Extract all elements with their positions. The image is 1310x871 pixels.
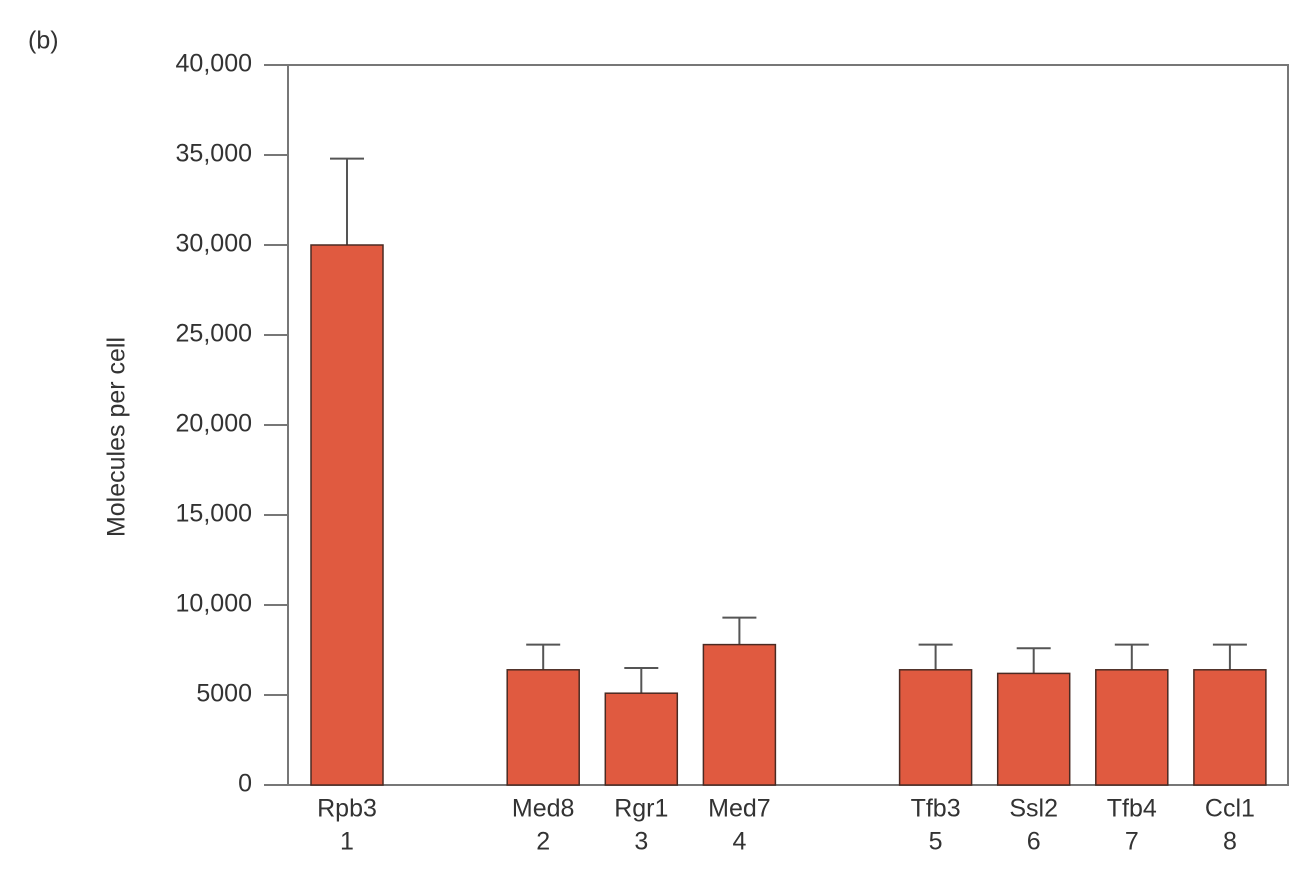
bar — [310, 244, 384, 786]
x-tick-label: Med8 — [512, 795, 575, 823]
error-bar — [722, 616, 757, 645]
x-tick-number: 6 — [1027, 828, 1041, 856]
error-bar — [1016, 647, 1051, 674]
x-tick-label: Tfb3 — [911, 795, 961, 823]
x-tick-number: 3 — [634, 828, 648, 856]
y-tick-label: 15,000 — [176, 500, 252, 528]
x-tick-number: 7 — [1125, 828, 1139, 856]
x-tick-number: 8 — [1223, 828, 1237, 856]
x-tick-label: Ssl2 — [1009, 795, 1058, 823]
error-bar — [330, 157, 364, 245]
y-tick-label: 10,000 — [176, 590, 252, 618]
x-tick-label: Med7 — [708, 795, 771, 823]
x-tick-number: 5 — [929, 828, 943, 856]
bar — [996, 672, 1071, 786]
y-tick-label: 35,000 — [176, 140, 252, 168]
error-bar — [1212, 643, 1247, 670]
bar — [1193, 669, 1267, 786]
y-tick-label: 5000 — [196, 680, 252, 708]
y-tick-label: 30,000 — [176, 230, 252, 258]
y-tick-label: 0 — [238, 770, 252, 798]
bar — [702, 643, 777, 786]
x-tick-label: Rpb3 — [317, 795, 377, 823]
x-tick-label: Ccl1 — [1205, 795, 1255, 823]
y-tick-label: 20,000 — [176, 410, 252, 438]
bar — [604, 692, 679, 786]
x-tick-number: 1 — [340, 828, 354, 856]
error-bar — [624, 667, 659, 694]
error-bar — [1114, 643, 1149, 670]
bar — [1095, 669, 1169, 786]
y-axis-label: Molecules per cell — [103, 337, 131, 537]
x-tick-number: 4 — [732, 828, 746, 856]
x-tick-number: 2 — [536, 828, 550, 856]
y-tick-label: 25,000 — [176, 320, 252, 348]
bar — [506, 669, 580, 786]
panel-label: (b) — [28, 27, 59, 55]
error-bar — [918, 643, 953, 670]
x-tick-label: Tfb4 — [1107, 795, 1157, 823]
error-bar — [526, 643, 561, 670]
y-tick-label: 40,000 — [176, 50, 252, 78]
bar — [898, 669, 973, 786]
x-tick-label: Rgr1 — [614, 795, 668, 823]
